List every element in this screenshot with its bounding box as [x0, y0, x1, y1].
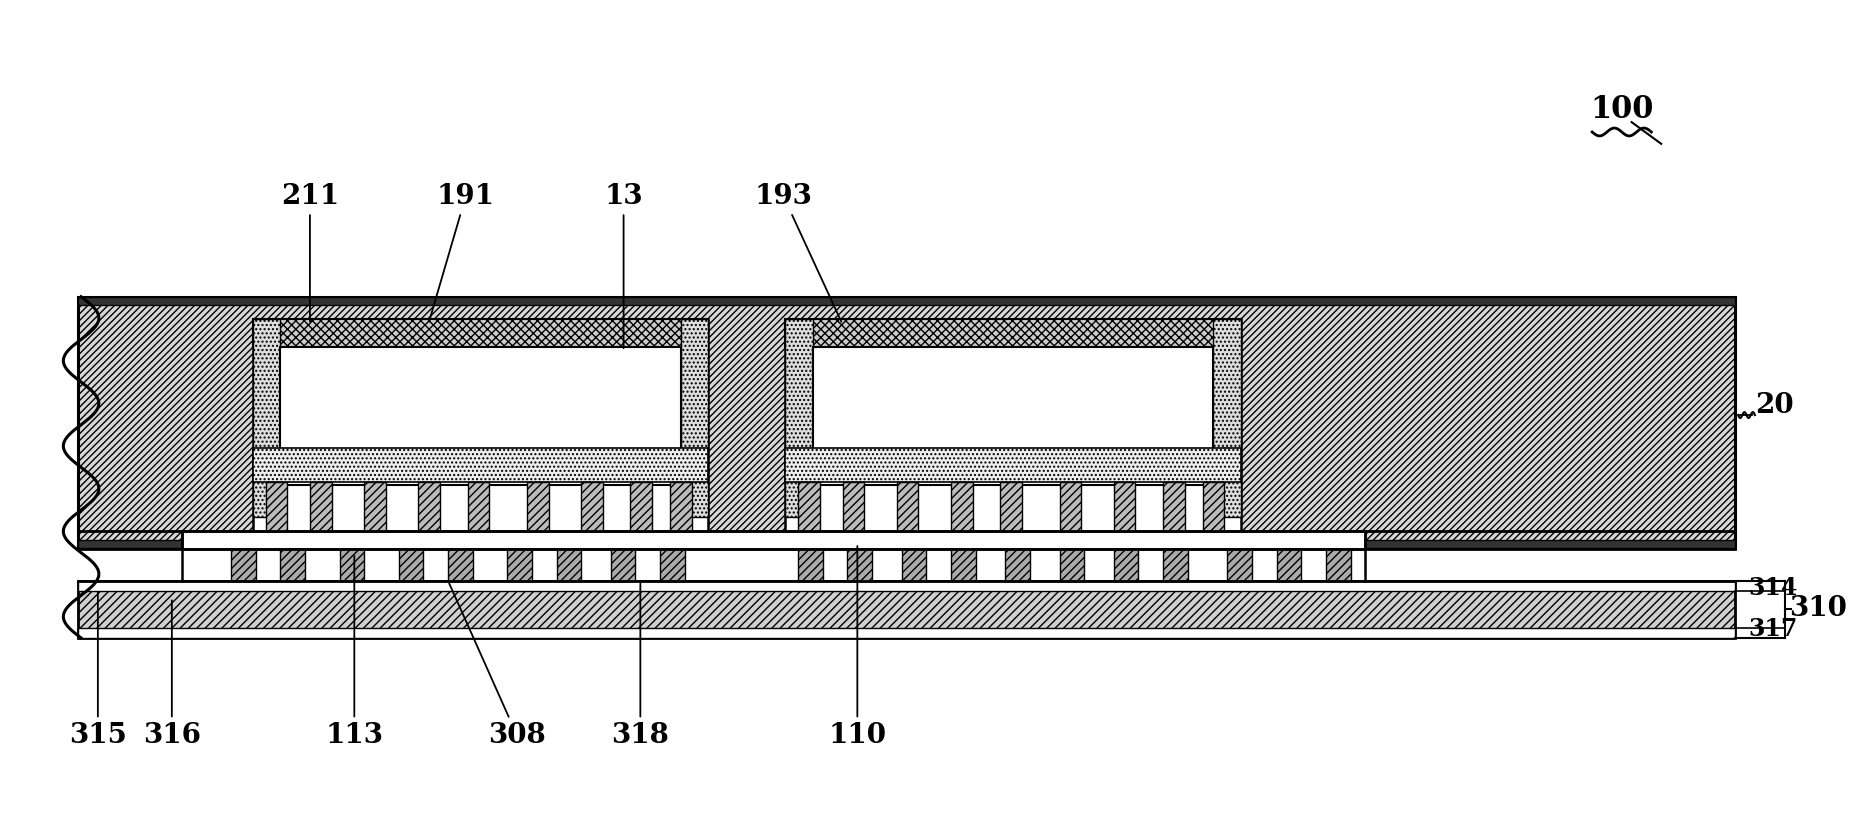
- Text: 316: 316: [143, 601, 201, 749]
- Bar: [670, 482, 691, 531]
- Bar: [418, 482, 440, 531]
- Bar: [659, 550, 685, 581]
- Bar: [813, 347, 1213, 485]
- Bar: [1114, 550, 1138, 581]
- Bar: [1001, 482, 1021, 531]
- Bar: [682, 320, 708, 517]
- Bar: [253, 320, 708, 347]
- Bar: [843, 482, 864, 531]
- Text: 193: 193: [754, 183, 841, 322]
- Text: 211: 211: [280, 183, 340, 321]
- Bar: [847, 550, 873, 581]
- Bar: [903, 550, 927, 581]
- Bar: [1203, 482, 1224, 531]
- Bar: [507, 550, 531, 581]
- Bar: [951, 482, 973, 531]
- Bar: [266, 482, 288, 531]
- Bar: [799, 482, 821, 531]
- Bar: [786, 320, 813, 517]
- Bar: [1326, 550, 1350, 581]
- Bar: [1114, 482, 1135, 531]
- Bar: [527, 482, 548, 531]
- Bar: [253, 320, 708, 545]
- Bar: [951, 550, 975, 581]
- Text: 110: 110: [828, 546, 886, 749]
- Bar: [786, 320, 1240, 545]
- Bar: [897, 482, 919, 531]
- Bar: [78, 297, 1734, 548]
- Text: 317: 317: [1747, 618, 1798, 641]
- Bar: [310, 482, 332, 531]
- Text: 315: 315: [69, 592, 126, 749]
- Bar: [1276, 550, 1302, 581]
- Bar: [78, 540, 1734, 548]
- Bar: [280, 550, 305, 581]
- Text: 318: 318: [611, 584, 669, 749]
- Bar: [78, 628, 1734, 638]
- Bar: [1162, 482, 1185, 531]
- Bar: [399, 550, 423, 581]
- Bar: [611, 550, 635, 581]
- Bar: [78, 581, 1734, 591]
- Bar: [78, 297, 1734, 305]
- Bar: [253, 320, 280, 517]
- Bar: [468, 482, 490, 531]
- Bar: [557, 550, 581, 581]
- Bar: [448, 550, 474, 581]
- Bar: [78, 581, 1734, 638]
- Bar: [230, 550, 256, 581]
- Bar: [253, 448, 708, 482]
- Bar: [631, 482, 652, 531]
- Text: 191: 191: [429, 183, 494, 321]
- Text: 308: 308: [449, 583, 546, 749]
- Bar: [1213, 320, 1240, 517]
- Bar: [799, 550, 823, 581]
- Text: 100: 100: [1590, 94, 1653, 125]
- Text: 310: 310: [1790, 595, 1848, 622]
- Text: 20: 20: [1755, 392, 1794, 419]
- Text: 314: 314: [1747, 576, 1798, 600]
- Bar: [1005, 550, 1031, 581]
- Bar: [1060, 550, 1084, 581]
- Bar: [581, 482, 604, 531]
- Text: 113: 113: [325, 556, 383, 749]
- Bar: [340, 550, 364, 581]
- Bar: [1060, 482, 1081, 531]
- Bar: [182, 531, 1365, 550]
- Text: 13: 13: [604, 183, 643, 348]
- Bar: [786, 448, 1240, 482]
- Bar: [1227, 550, 1252, 581]
- Bar: [364, 482, 386, 531]
- Bar: [1162, 550, 1188, 581]
- Bar: [280, 347, 682, 485]
- Bar: [786, 320, 1240, 347]
